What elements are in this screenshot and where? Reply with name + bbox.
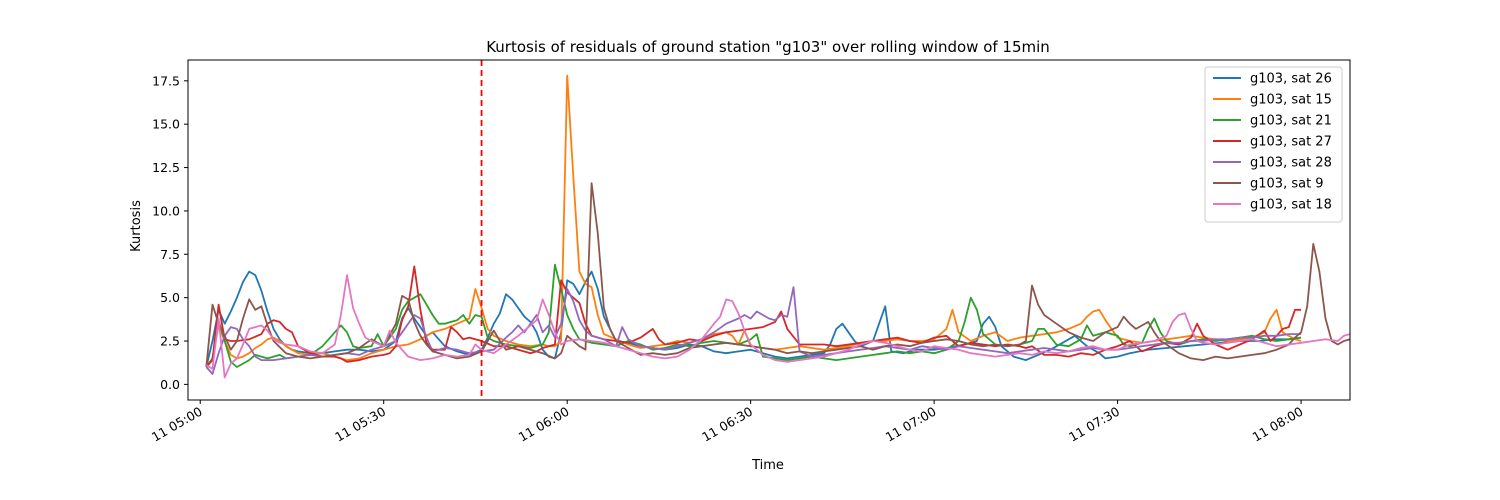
- y-tick-label: 10.0: [152, 203, 180, 218]
- legend-label: g103, sat 28: [1250, 156, 1332, 171]
- axes-frame: [187, 59, 1351, 401]
- x-tick-label: 11 05:30: [332, 404, 388, 445]
- legend-label: g103, sat 21: [1250, 114, 1332, 129]
- x-tick-label: 11 07:00: [883, 404, 939, 445]
- y-tick-label: 17.5: [152, 73, 180, 88]
- series-line-2: [205, 74, 1302, 368]
- legend-label: g103, sat 18: [1250, 198, 1332, 213]
- legend: g103, sat 26 g103, sat 15 g103, sat 21 g103…: [1204, 66, 1343, 223]
- y-axis: 0.0 2.5 5.0 7.5 10.0 12.5 15.0 17.5: [152, 73, 188, 392]
- series-line-4: [205, 265, 1302, 368]
- series-lines: [205, 74, 1350, 379]
- x-tick-label: 11 06:30: [699, 404, 755, 445]
- x-tick-label: 11 05:00: [149, 404, 205, 445]
- legend-label: g103, sat 15: [1250, 93, 1332, 108]
- series-line-3: [205, 263, 1302, 368]
- y-tick-label: 15.0: [152, 117, 180, 132]
- y-tick-label: 12.5: [152, 160, 180, 175]
- x-tick-label: 11 06:00: [516, 404, 572, 445]
- y-tick-label: 7.5: [160, 247, 180, 262]
- series-line-5: [205, 286, 1302, 375]
- y-tick-label: 0.0: [160, 377, 180, 392]
- x-axis-label: Time: [751, 458, 784, 473]
- legend-label: g103, sat 27: [1250, 135, 1332, 150]
- legend-label: g103, sat 26: [1250, 72, 1332, 87]
- y-axis-label: Kurtosis: [129, 200, 144, 252]
- legend-label: g103, sat 9: [1250, 177, 1324, 192]
- x-tick-label: 11 08:00: [1250, 404, 1306, 445]
- plot-area: [187, 59, 1351, 401]
- series-line-7: [205, 274, 1350, 379]
- chart-title: Kurtosis of residuals of ground station …: [486, 38, 1050, 56]
- series-line-6: [205, 182, 1350, 368]
- x-tick-label: 11 07:30: [1066, 404, 1122, 445]
- y-tick-label: 2.5: [160, 334, 180, 349]
- x-axis: 11 05:00 11 05:30 11 06:00 11 06:30 11 07:00…: [149, 400, 1306, 445]
- y-tick-label: 5.0: [160, 290, 180, 305]
